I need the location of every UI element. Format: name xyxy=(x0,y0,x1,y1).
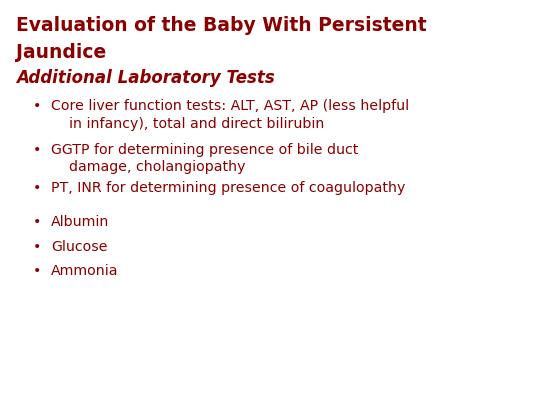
Text: Jaundice: Jaundice xyxy=(16,43,106,62)
Text: Core liver function tests: ALT, AST, AP (less helpful
    in infancy), total and: Core liver function tests: ALT, AST, AP … xyxy=(51,99,409,131)
Text: PT, INR for determining presence of coagulopathy: PT, INR for determining presence of coag… xyxy=(51,181,406,195)
Text: •: • xyxy=(32,143,41,157)
Text: •: • xyxy=(32,215,41,229)
Text: Albumin: Albumin xyxy=(51,215,110,229)
Text: •: • xyxy=(32,240,41,254)
Text: •: • xyxy=(32,99,41,113)
Text: Glucose: Glucose xyxy=(51,240,108,254)
Text: Ammonia: Ammonia xyxy=(51,264,119,278)
Text: •: • xyxy=(32,264,41,278)
Text: GGTP for determining presence of bile duct
    damage, cholangiopathy: GGTP for determining presence of bile du… xyxy=(51,143,359,175)
Text: Additional Laboratory Tests: Additional Laboratory Tests xyxy=(16,69,275,87)
Text: •: • xyxy=(32,181,41,195)
Text: Evaluation of the Baby With Persistent: Evaluation of the Baby With Persistent xyxy=(16,16,427,35)
